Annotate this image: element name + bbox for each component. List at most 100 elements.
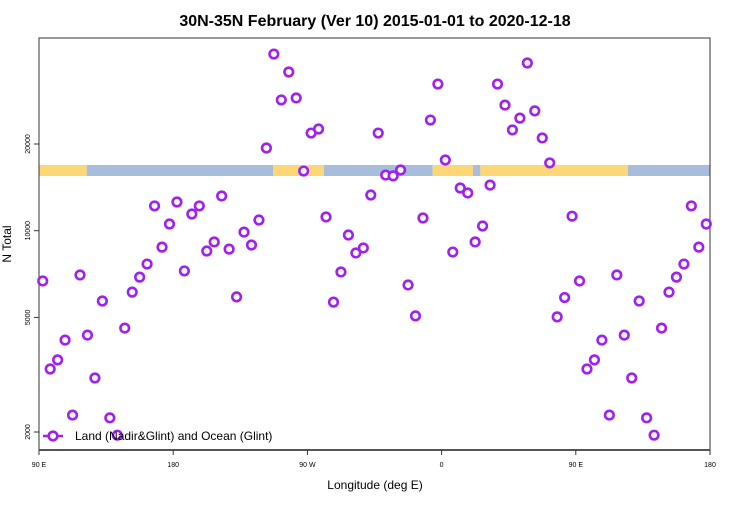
data-point — [111, 429, 123, 441]
data-point — [52, 354, 64, 366]
data-point — [626, 372, 638, 384]
data-point — [499, 99, 511, 111]
legend-label: Land (Nadir&Glint) and Ocean (Glint) — [75, 429, 272, 443]
data-point — [119, 322, 131, 334]
data-point — [290, 92, 302, 104]
data-point — [186, 208, 198, 220]
mask-segment-ocean — [86, 165, 274, 176]
data-point — [350, 247, 362, 259]
data-point — [566, 210, 578, 222]
x-tick-label: 90 E — [32, 462, 47, 469]
data-point — [603, 409, 615, 421]
x-axis: 90 E 180 90 W 0 90 E 180 — [32, 450, 716, 469]
data-point — [402, 279, 414, 291]
data-point — [700, 218, 712, 230]
data-point — [141, 258, 153, 270]
data-point — [439, 154, 451, 166]
data-point — [678, 258, 690, 270]
mask-segment-ocean — [323, 165, 433, 176]
data-point — [477, 220, 489, 232]
data-point — [670, 271, 683, 283]
land-ocean-mask — [39, 165, 710, 176]
data-point — [655, 322, 668, 334]
data-point — [245, 239, 258, 251]
data-point — [521, 57, 533, 69]
data-point — [163, 218, 176, 230]
data-point — [618, 329, 630, 341]
data-point — [268, 48, 280, 60]
data-point — [536, 132, 548, 144]
y-axis: 2000 5000 10000 20000 — [25, 134, 39, 440]
data-point — [89, 372, 101, 384]
data-point — [514, 112, 526, 124]
data-point — [573, 275, 586, 287]
data-point — [312, 123, 325, 135]
data-point — [432, 78, 444, 90]
data-point — [96, 295, 108, 307]
y-tick-label: 10000 — [25, 221, 32, 241]
data-point — [201, 245, 213, 257]
data-point — [74, 269, 86, 281]
data-point — [484, 179, 496, 191]
data-point — [134, 271, 146, 283]
data-point — [335, 266, 347, 278]
data-point — [223, 243, 235, 255]
data-point — [491, 78, 504, 90]
data-point — [104, 412, 116, 424]
data-point — [469, 236, 481, 248]
data-point — [126, 286, 138, 298]
data-point — [693, 241, 705, 253]
data-point — [633, 295, 645, 307]
y-tick-label: 20000 — [25, 134, 32, 154]
data-point — [283, 66, 295, 78]
data-point — [529, 105, 541, 117]
data-point — [596, 334, 608, 346]
data-point — [462, 187, 474, 199]
data-point — [178, 265, 190, 277]
legend: Land (Nadir&Glint) and Ocean (Glint) — [43, 429, 272, 443]
mask-segment-ocean — [627, 165, 710, 176]
data-point — [260, 142, 272, 154]
y-tick-label: 2000 — [25, 424, 32, 440]
data-point — [253, 214, 265, 226]
mask-segment-land — [39, 165, 87, 176]
x-tick-label: 90 E — [569, 462, 584, 469]
y-axis-label: N Total — [0, 225, 14, 262]
x-tick-label: 180 — [704, 462, 716, 469]
data-point — [663, 286, 675, 298]
data-point — [417, 212, 429, 224]
data-point — [372, 127, 384, 139]
data-point — [611, 269, 623, 281]
data-point — [320, 211, 332, 223]
data-point — [216, 190, 228, 202]
data-point — [409, 310, 422, 322]
data-point — [559, 291, 571, 304]
mask-segment-ocean — [472, 165, 481, 176]
data-point — [447, 246, 459, 258]
data-point — [387, 170, 399, 182]
data-point — [506, 124, 519, 136]
data-point — [81, 329, 94, 341]
data-point — [59, 334, 71, 346]
data-point — [551, 311, 563, 323]
x-tick-label: 90 W — [299, 462, 316, 469]
legend-marker — [47, 430, 59, 442]
data-points — [37, 48, 712, 441]
data-point — [357, 242, 369, 254]
mask-segment-land — [480, 165, 628, 176]
data-point — [230, 291, 243, 303]
data-point — [171, 196, 183, 208]
data-point — [148, 200, 161, 212]
data-point — [44, 363, 56, 375]
data-point — [327, 296, 340, 308]
data-point — [648, 429, 660, 441]
data-point — [544, 157, 556, 169]
data-point — [275, 94, 287, 106]
data-point — [66, 409, 79, 421]
data-point — [37, 275, 49, 287]
plot-frame — [38, 37, 711, 451]
data-point — [156, 241, 168, 253]
data-point — [208, 236, 220, 248]
data-point — [641, 412, 653, 424]
